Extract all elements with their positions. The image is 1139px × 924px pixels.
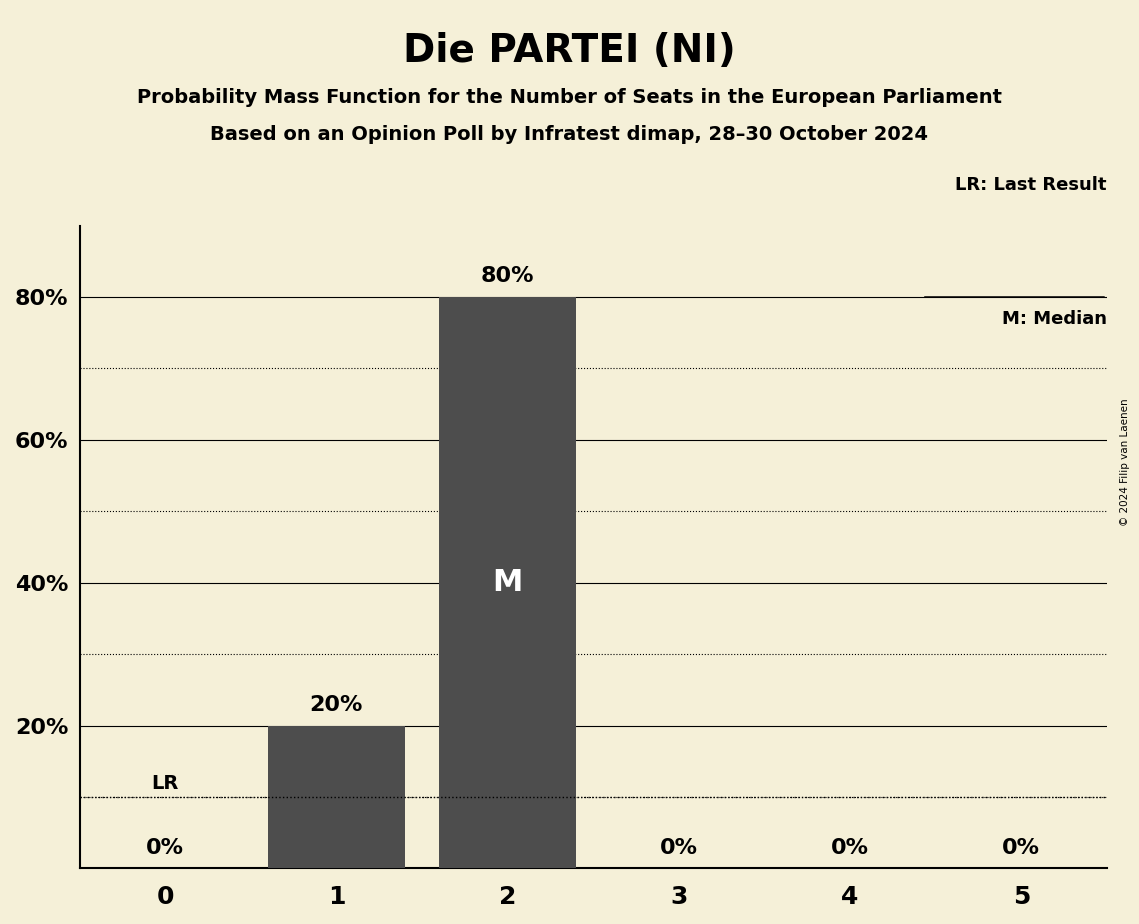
Text: M: Median: M: Median xyxy=(1002,310,1107,328)
Text: LR: Last Result: LR: Last Result xyxy=(956,176,1107,193)
Text: Probability Mass Function for the Number of Seats in the European Parliament: Probability Mass Function for the Number… xyxy=(137,88,1002,107)
Bar xyxy=(440,297,576,869)
Text: 80%: 80% xyxy=(481,266,534,286)
Text: 0%: 0% xyxy=(146,838,185,857)
Bar xyxy=(268,725,405,869)
Text: 20%: 20% xyxy=(310,695,363,715)
Text: 0%: 0% xyxy=(659,838,698,857)
Text: LR: LR xyxy=(151,774,179,794)
Text: 0%: 0% xyxy=(1002,838,1040,857)
Text: © 2024 Filip van Laenen: © 2024 Filip van Laenen xyxy=(1120,398,1130,526)
Text: Die PARTEI (NI): Die PARTEI (NI) xyxy=(403,32,736,70)
Text: 0%: 0% xyxy=(831,838,869,857)
Text: Based on an Opinion Poll by Infratest dimap, 28–30 October 2024: Based on an Opinion Poll by Infratest di… xyxy=(211,125,928,144)
Text: M: M xyxy=(492,568,523,597)
